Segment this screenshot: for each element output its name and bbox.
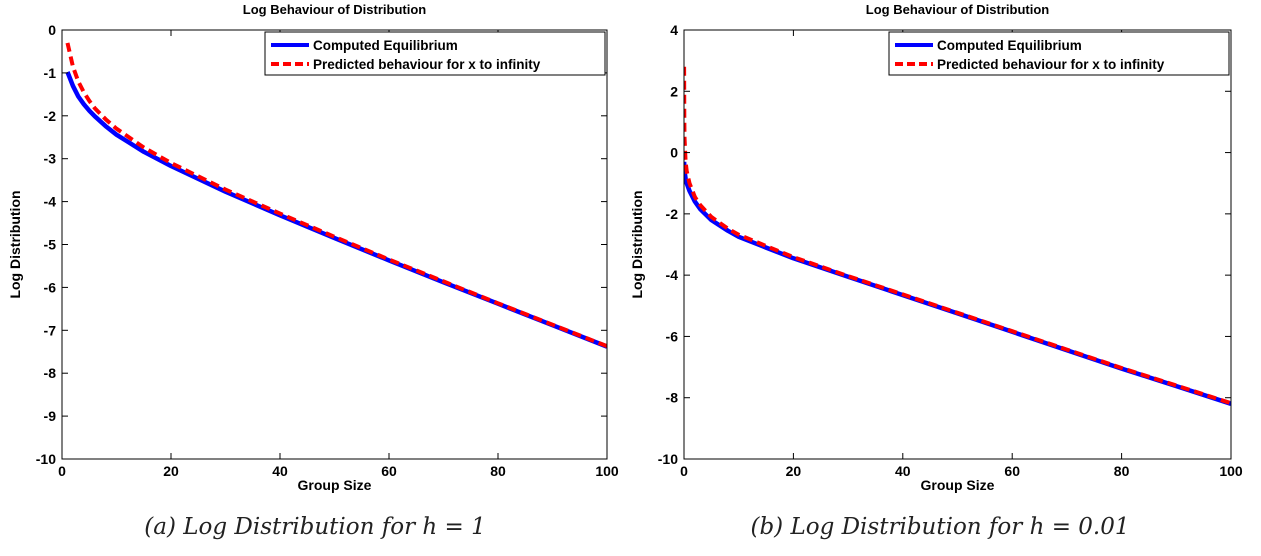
legend-label-predicted: Predicted behaviour for x to infinity [313,57,541,72]
x-tick-label: 60 [381,463,397,479]
y-tick-label: -8 [666,390,679,406]
legend-label-predicted: Predicted behaviour for x to infinity [937,57,1165,72]
legend: Computed Equilibrium Predicted behaviour … [888,31,1230,76]
y-tick-label: -2 [666,206,679,222]
series-line-computed [65,71,607,349]
legend-box [888,31,1230,76]
legend: Computed Equilibrium Predicted behaviour … [264,31,606,76]
y-tick-label: -5 [44,237,57,253]
y-tick-label: -3 [44,151,57,167]
axes-frame [683,29,1232,460]
plot-area [684,66,1231,406]
chart-title: Log Behaviour of Distribution [243,2,426,17]
y-axis-label: Log Distribution [7,190,23,298]
x-tick-label: 20 [163,463,179,479]
y-tick-label: 0 [48,22,56,38]
y-tick-label: -9 [44,408,57,424]
caption-b: (b) Log Distribution for h = 0.01 [750,514,1130,540]
y-tick-label: -10 [36,451,56,467]
caption-a: (a) Log Distribution for h = 1 [144,514,486,540]
x-tick-label: 60 [1004,463,1020,479]
legend-label-computed: Computed Equilibrium [937,38,1082,53]
y-tick-label: -10 [658,451,678,467]
x-tick-label: 0 [680,463,688,479]
x-tick-label: 100 [595,463,619,479]
x-tick-label: 80 [1114,463,1130,479]
y-tick-label: -8 [44,365,57,381]
y-tick-label: 2 [670,83,678,99]
y-tick-label: 4 [670,22,678,38]
x-axis-label: Group Size [298,477,372,493]
x-tick-label: 20 [786,463,802,479]
y-tick-label: -2 [44,108,57,124]
series-line-computed [684,161,1231,406]
axes-frame [61,29,608,460]
y-tick-label: -6 [44,279,57,295]
y-tick-label: -1 [44,65,57,81]
chart-a: Log Behaviour of Distribution 0 20 40 60 80 10… [7,2,619,493]
y-tick-label: -7 [44,322,57,338]
x-tick-label: 80 [490,463,506,479]
y-tick-label: -4 [666,267,679,283]
x-tick-label: 0 [58,463,66,479]
chart-title: Log Behaviour of Distribution [866,2,1049,17]
y-tick-label: -4 [44,194,57,210]
y-axis-label: Log Distribution [629,190,645,298]
x-tick-label: 100 [1219,463,1243,479]
x-axis-label: Group Size [921,477,995,493]
legend-box [264,31,606,76]
legend-label-computed: Computed Equilibrium [313,38,458,53]
x-tick-label: 40 [272,463,288,479]
plot-area [65,42,607,349]
chart-panel-b: Log Behaviour of Distribution 0 20 40 60 80 10… [625,0,1255,556]
y-tick-label: -6 [666,328,679,344]
y-tick-label: 0 [670,145,678,161]
chart-panel-a: Log Behaviour of Distribution 0 20 40 60 80 10… [0,0,630,556]
series-line-predicted [65,42,607,349]
series-line-predicted [684,66,1231,406]
x-tick-label: 40 [895,463,911,479]
